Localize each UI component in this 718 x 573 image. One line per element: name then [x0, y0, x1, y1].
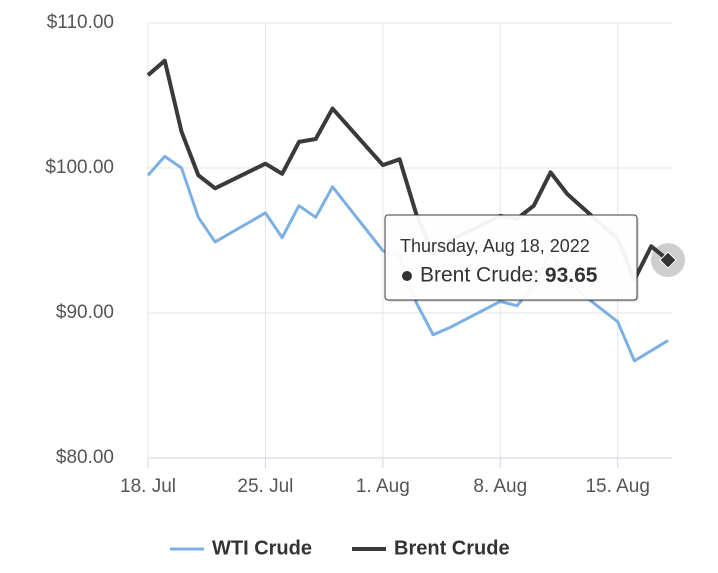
x-tick-label: 25. Jul	[237, 476, 293, 497]
y-tick-label: $90.00	[56, 302, 114, 323]
x-tick-label: 15. Aug	[585, 476, 649, 497]
y-tick-label: $100.00	[45, 157, 114, 178]
tooltip-date: Thursday, Aug 18, 2022	[400, 236, 590, 256]
x-tick-label: 8. Aug	[473, 476, 527, 497]
y-tick-label: $110.00	[47, 12, 114, 33]
legend-label[interactable]: WTI Crude	[212, 537, 312, 559]
tooltip-sep: :	[533, 264, 545, 287]
y-tick-label: $80.00	[56, 447, 114, 468]
x-tick-label: 18. Jul	[120, 476, 176, 497]
tooltip-value: 93.65	[545, 264, 598, 287]
tooltip-series: Brent Crude: 93.65	[420, 264, 598, 287]
tooltip	[384, 214, 638, 301]
x-tick-label: 1. Aug	[356, 476, 410, 497]
tooltip-dot	[402, 271, 412, 281]
hover-marker	[659, 251, 677, 269]
series-line	[146, 58, 670, 282]
legend-label[interactable]: Brent Crude	[394, 537, 510, 559]
